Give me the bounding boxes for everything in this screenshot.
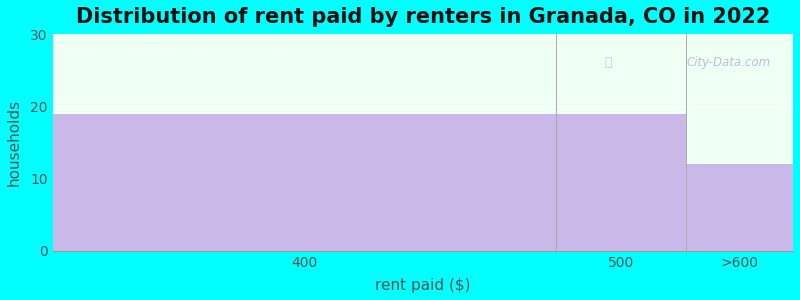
Bar [53, 114, 556, 251]
Title: Distribution of rent paid by renters in Granada, CO in 2022: Distribution of rent paid by renters in … [76, 7, 770, 27]
X-axis label: rent paid ($): rent paid ($) [375, 278, 470, 293]
Bar [686, 164, 793, 251]
Text: 🔍: 🔍 [604, 56, 612, 69]
Bar [556, 114, 686, 251]
Y-axis label: households: households [7, 99, 22, 186]
Text: City-Data.com: City-Data.com [686, 56, 771, 69]
